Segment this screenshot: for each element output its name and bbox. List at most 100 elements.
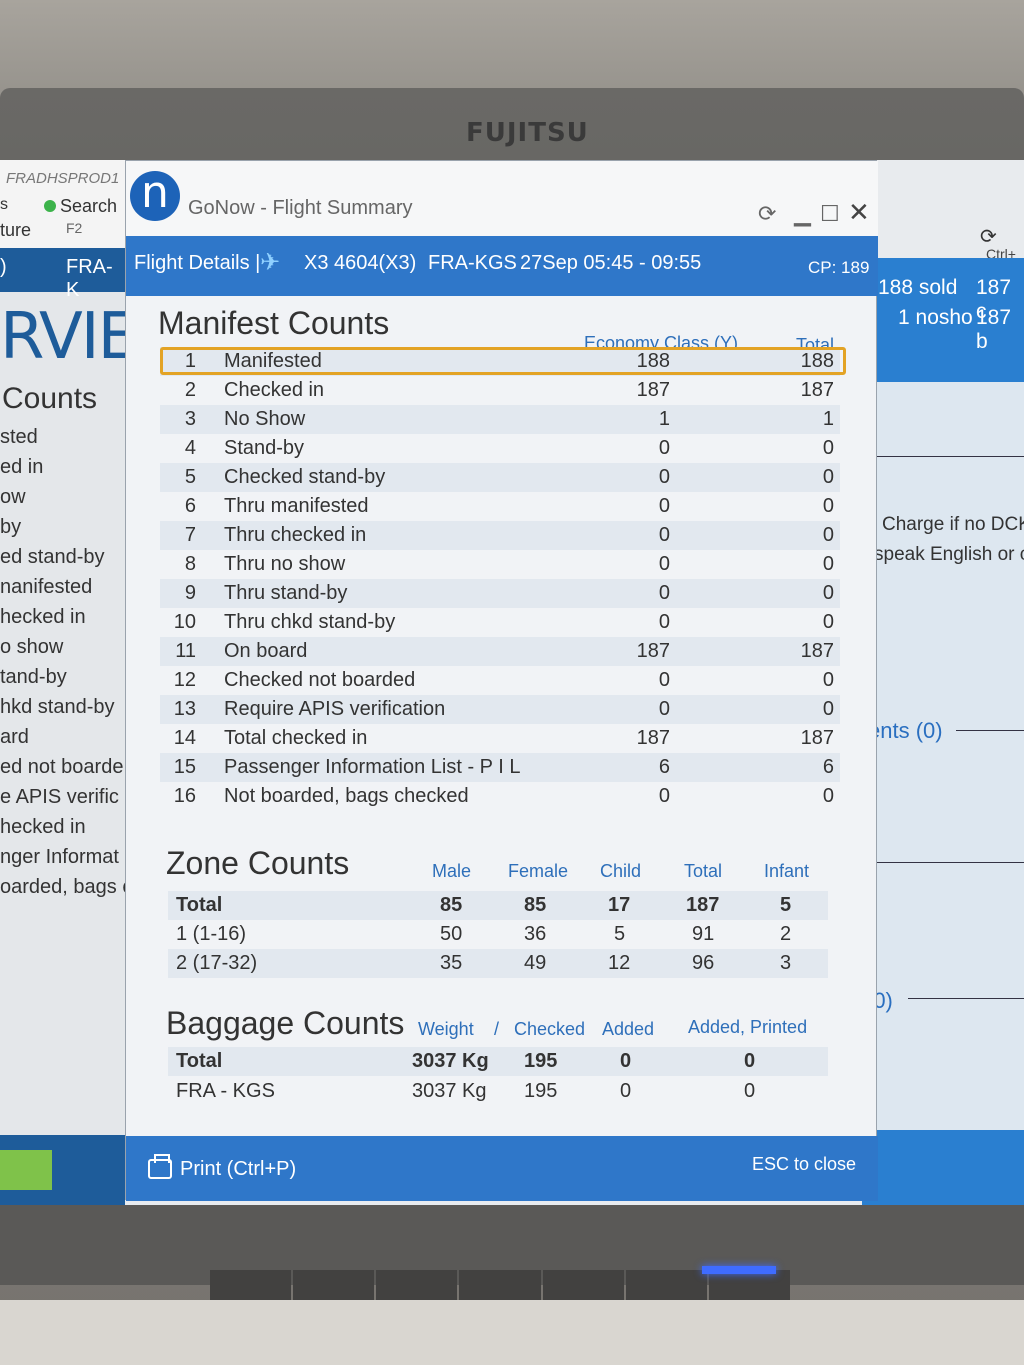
noshow-count: 1 nosho bbox=[898, 306, 973, 329]
window-footer: Print (Ctrl+P) ESC to close bbox=[126, 1136, 878, 1201]
background-app-right: ⟳ Ctrl+ 188 sold 187 c 1 nosho 187 b Cha… bbox=[862, 160, 1024, 1205]
added-header: Added bbox=[602, 1019, 655, 1039]
boarded-count: 187 b bbox=[976, 306, 1012, 353]
list-item: ed stand-by bbox=[0, 546, 105, 568]
zone-total-header: Total bbox=[684, 861, 723, 881]
list-item: ow bbox=[0, 486, 26, 508]
female-header: Female bbox=[508, 861, 569, 881]
table-row[interactable]: 12 Checked not boarded 0 0 bbox=[173, 669, 834, 691]
table-row[interactable]: Total 85 85 17 187 5 bbox=[168, 891, 828, 920]
divider bbox=[956, 730, 1024, 731]
bg-right-summary: 188 sold 187 c 1 nosho 187 b bbox=[876, 258, 1024, 382]
minimize-icon[interactable]: ▁ bbox=[794, 201, 811, 226]
table-row[interactable]: 10 Thru chkd stand-by 0 0 bbox=[173, 611, 834, 633]
monitor-button[interactable] bbox=[625, 1270, 707, 1300]
table-row[interactable]: 6 Thru manifested 0 0 bbox=[184, 495, 834, 517]
bg-search-button[interactable]: Search bbox=[44, 196, 117, 217]
refresh-icon[interactable]: ⟳ bbox=[980, 226, 997, 248]
checked-count: 187 c bbox=[976, 276, 1012, 323]
maximize-icon[interactable]: ☐ bbox=[820, 201, 840, 226]
bg-left-toolbar: FRADHSPROD1 s Search ture F2 bbox=[0, 160, 125, 248]
list-item: oarded, bags c bbox=[0, 876, 125, 898]
bg-f2-hint: F2 bbox=[66, 220, 83, 236]
baggage-counts-title: Baggage Counts bbox=[166, 1005, 405, 1041]
monitor-button[interactable] bbox=[293, 1270, 375, 1300]
table-row[interactable]: 13 Require APIS verification 0 0 bbox=[160, 695, 840, 724]
divider bbox=[876, 456, 1024, 457]
list-item: ed in bbox=[0, 456, 44, 478]
table-row[interactable]: 2 Checked in 187 187 bbox=[184, 379, 834, 401]
list-item: o show bbox=[0, 636, 64, 658]
list-item: hkd stand-by bbox=[0, 696, 115, 718]
list-item: hecked in bbox=[0, 816, 86, 838]
flight-route: FRA-KGS bbox=[428, 252, 517, 274]
bg-left-header: ) FRA-K bbox=[0, 248, 125, 301]
flight-header: Flight Details | ✈ X3 4604(X3) FRA-KGS 2… bbox=[126, 236, 878, 296]
monitor-buttons bbox=[210, 1270, 790, 1300]
male-header: Male bbox=[432, 861, 472, 881]
bg-route: FRA-K bbox=[66, 256, 113, 301]
esc-to-close-hint[interactable]: ESC to close bbox=[752, 1154, 857, 1174]
capacity: CP: 189 bbox=[808, 258, 870, 277]
power-led bbox=[702, 1266, 776, 1274]
list-item: ed not boarde bbox=[0, 756, 124, 778]
table-row[interactable]: Total 3037 Kg 195 0 0 bbox=[168, 1047, 828, 1076]
list-item: by bbox=[0, 516, 22, 538]
table-row[interactable]: 9 Thru stand-by 0 0 bbox=[160, 579, 840, 608]
monitor-button[interactable] bbox=[459, 1270, 541, 1300]
divider bbox=[868, 862, 1024, 863]
table-row[interactable]: 1 (1-16) 50 36 5 91 2 bbox=[176, 923, 792, 945]
monitor-button[interactable] bbox=[542, 1270, 624, 1300]
bg-right-panel bbox=[876, 382, 1024, 1132]
selected-row-highlight bbox=[160, 347, 846, 375]
printer-icon bbox=[148, 1154, 172, 1179]
airline-logo-icon: ✈ bbox=[260, 249, 281, 276]
print-button[interactable]: Print (Ctrl+P) bbox=[148, 1154, 296, 1181]
weight-header: Weight bbox=[418, 1019, 474, 1039]
bg-counts-title: Counts bbox=[2, 382, 98, 415]
bg-green-button[interactable] bbox=[0, 1150, 52, 1190]
checked-header: Checked bbox=[514, 1019, 586, 1039]
desk-surface bbox=[0, 1300, 1024, 1365]
infant-header: Infant bbox=[764, 861, 810, 881]
bg-right-footer bbox=[862, 1130, 1024, 1205]
sold-count: 188 sold bbox=[878, 276, 958, 299]
screen: FRADHSPROD1 s Search ture F2 ) FRA-K RVI… bbox=[0, 160, 1024, 1205]
table-row[interactable]: 5 Checked stand-by 0 0 bbox=[160, 463, 840, 492]
list-item: tand-by bbox=[0, 666, 67, 688]
table-row[interactable]: 11 On board 187 187 bbox=[160, 637, 840, 666]
refresh-icon[interactable]: ⟳ bbox=[758, 201, 777, 226]
bg-s-label: s bbox=[0, 196, 8, 213]
status-dot-icon bbox=[44, 200, 56, 212]
table-row[interactable]: 4 Stand-by 0 0 bbox=[184, 437, 834, 459]
child-header: Child bbox=[600, 861, 642, 881]
bg-ture-label: ture bbox=[0, 220, 32, 240]
comments-link[interactable]: ents (0) bbox=[868, 718, 943, 743]
list-item: ard bbox=[0, 726, 29, 748]
table-row[interactable]: 2 (17-32) 35 49 12 96 3 bbox=[168, 949, 828, 978]
added-printed-header: Added, Printed bbox=[688, 1017, 808, 1037]
bg-big-title: RVIE bbox=[0, 300, 138, 374]
table-row[interactable]: 14 Total checked in 187 187 bbox=[173, 727, 834, 749]
flight-datetime: 27Sep 05:45 - 09:55 bbox=[520, 252, 702, 274]
list-item: e APIS verific bbox=[0, 786, 119, 808]
table-row[interactable]: 8 Thru no show 0 0 bbox=[184, 553, 834, 575]
gonow-logo-icon: n bbox=[130, 171, 180, 221]
window-title: GoNow - Flight Summary bbox=[188, 197, 413, 219]
title-bar: n GoNow - Flight Summary ⟳ ▁ ☐ ✕ bbox=[126, 161, 878, 236]
close-icon[interactable]: ✕ bbox=[848, 197, 870, 227]
table-row[interactable]: 16 Not boarded, bags checked 0 0 bbox=[173, 785, 834, 807]
monitor-button[interactable] bbox=[708, 1270, 790, 1300]
table-row[interactable]: FRA - KGS 3037 Kg 195 0 0 bbox=[176, 1080, 756, 1102]
monitor-button[interactable] bbox=[376, 1270, 458, 1300]
table-row[interactable]: 3 No Show 1 1 bbox=[160, 405, 840, 434]
bg-paren: ) bbox=[0, 256, 7, 278]
monitor-button[interactable] bbox=[210, 1270, 292, 1300]
bg-list: sted ed in ow by ed stand-by nanifested … bbox=[0, 422, 125, 902]
zone-counts-title: Zone Counts bbox=[166, 845, 350, 881]
table-row[interactable]: 1 Manifested 188 188 bbox=[160, 347, 840, 376]
charge-note: Charge if no DCK bbox=[882, 514, 1024, 535]
table-row[interactable]: 7 Thru checked in 0 0 bbox=[160, 521, 840, 550]
monitor-brand: FUJITSU bbox=[466, 118, 589, 148]
